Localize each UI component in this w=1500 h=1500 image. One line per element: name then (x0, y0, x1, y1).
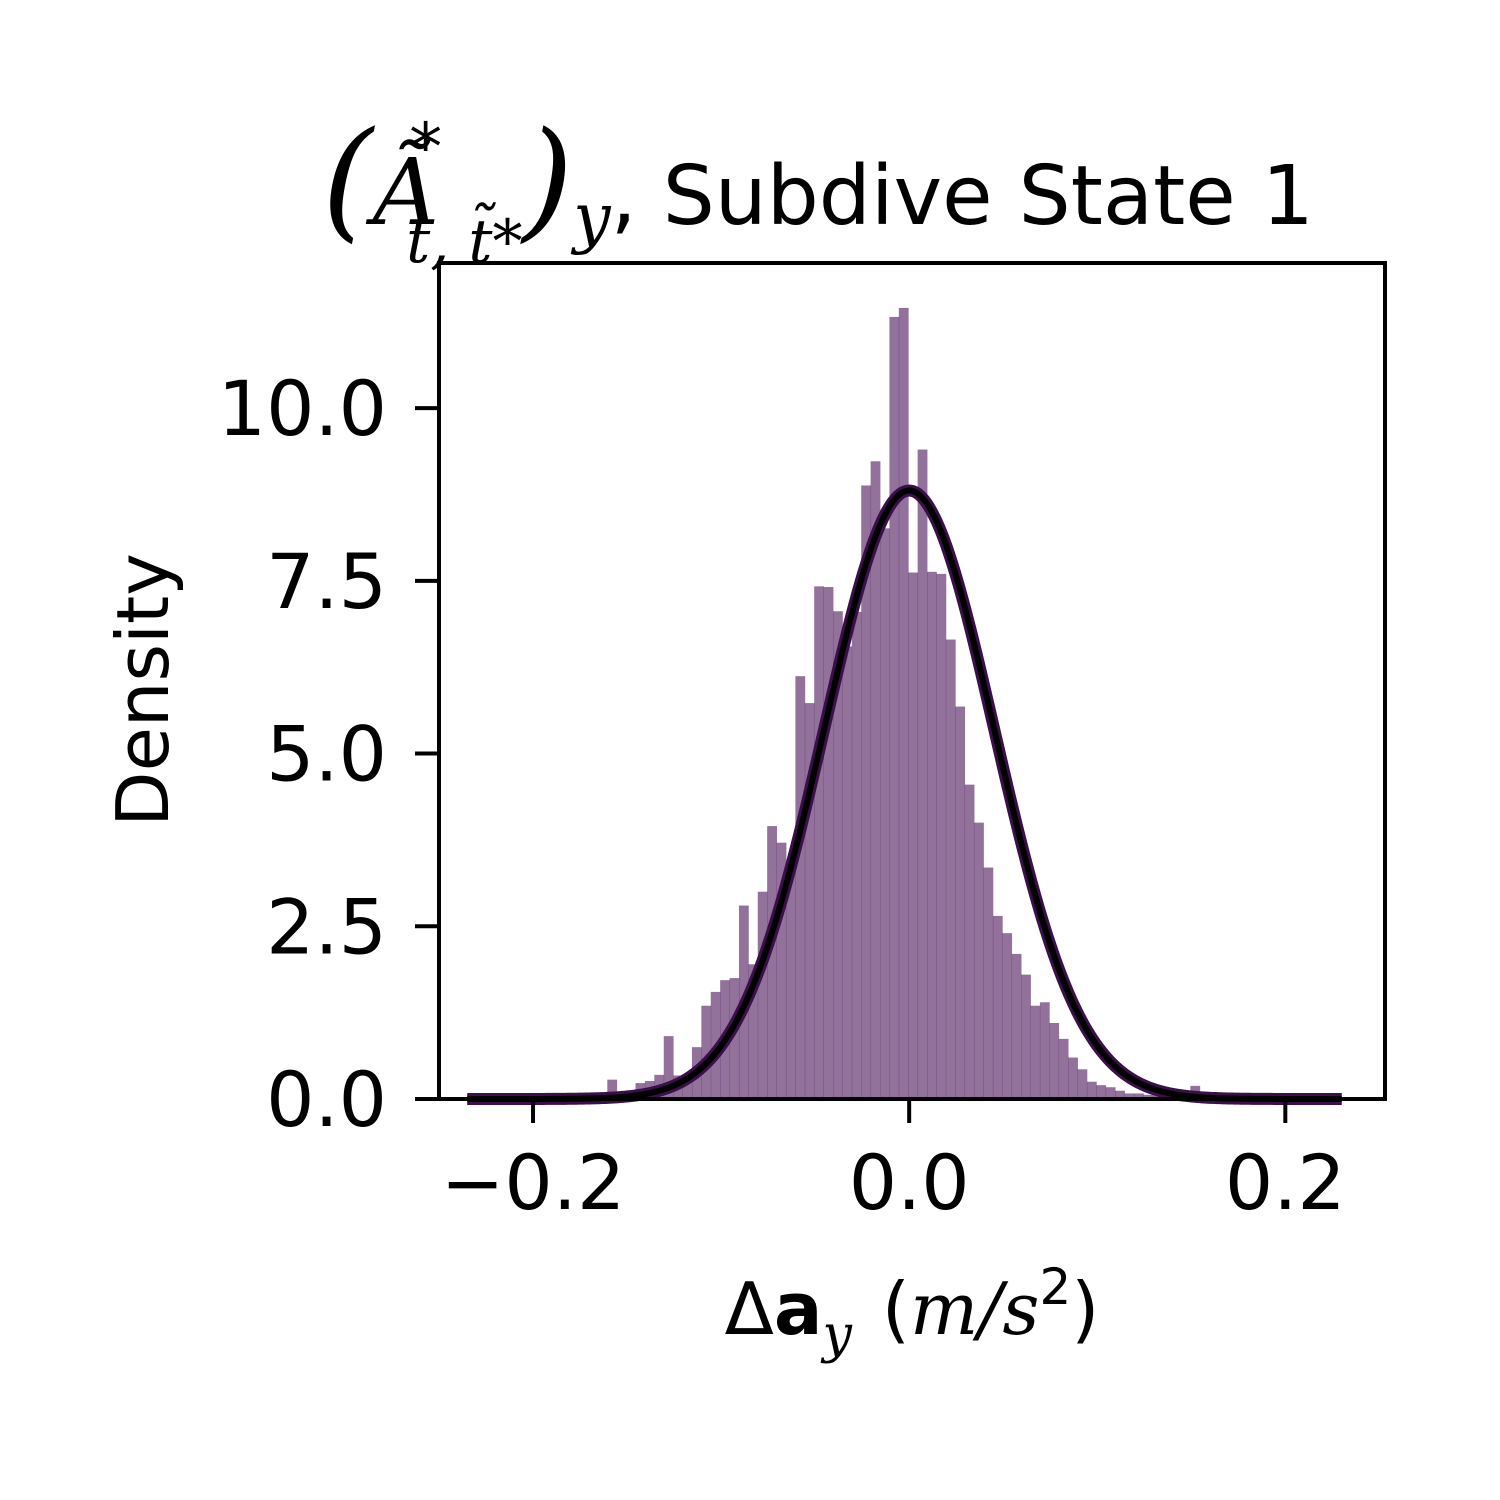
histogram-bar (785, 871, 796, 1099)
histogram-bar (1068, 1057, 1078, 1099)
histogram-bar (1143, 1094, 1154, 1099)
x-tick-label: 0.0 (849, 1138, 970, 1227)
histogram-bar (701, 1005, 712, 1099)
histogram-bar (1030, 1005, 1041, 1099)
histogram-bar (1105, 1087, 1116, 1099)
xlabel-power: 2 (1039, 1258, 1071, 1316)
y-axis-ticks: 0.0 2.5 5.0 7.5 10.0 (218, 364, 439, 1144)
histogram-bar (1002, 933, 1013, 1099)
histogram-bar (898, 307, 909, 1099)
chart-title: (Ã* t, t̃*)y, Subdive State 1 (322, 103, 1314, 277)
histogram-bar (814, 586, 824, 1099)
histogram-bar (607, 1079, 618, 1099)
histogram-bar (917, 449, 928, 1099)
histogram-bars (466, 307, 1342, 1100)
histogram-bar (1124, 1093, 1135, 1099)
y-tick-label: 0.0 (266, 1055, 387, 1144)
histogram-bar (908, 572, 919, 1099)
histogram-bar (663, 1036, 674, 1099)
histogram-bar (1133, 1093, 1144, 1099)
y-tick-label: 2.5 (266, 882, 387, 971)
histogram-bar (1011, 953, 1022, 1099)
histogram-bar (889, 316, 900, 1099)
title-symbol: Ã (365, 139, 439, 246)
histogram-bar (1058, 1038, 1069, 1099)
histogram-bar (1077, 1069, 1088, 1099)
y-tick-label: 5.0 (266, 710, 387, 799)
histogram-bar (804, 703, 815, 1099)
histogram-bar (927, 571, 937, 1099)
histogram-bar (767, 826, 777, 1099)
x-axis-ticks: −0.2 0.0 0.2 (441, 1099, 1346, 1227)
title-text: , Subdive State 1 (611, 149, 1314, 244)
histogram-bar (682, 1076, 693, 1099)
histogram-bar (833, 611, 843, 1099)
histogram-bar (729, 978, 740, 1099)
xlabel-delta: Δ (725, 1267, 774, 1351)
histogram-bar (870, 461, 881, 1099)
histogram-bar (974, 822, 984, 1099)
title-subscript: t, t̃* (406, 203, 522, 277)
title-superscript: * (409, 109, 442, 186)
histogram-bar (748, 964, 759, 1099)
histogram-bar (955, 706, 966, 1099)
histogram-bar (936, 573, 947, 1099)
y-tick-label: 10.0 (218, 364, 387, 453)
histogram-bar (861, 485, 872, 1100)
histogram-bar (880, 528, 890, 1099)
histogram-bar (1086, 1081, 1097, 1099)
xlabel-bold: a (774, 1267, 823, 1351)
title-suffix: ) (520, 103, 574, 255)
xlabel-units: m/s (910, 1267, 1039, 1351)
title-prefix: ( (322, 103, 375, 255)
histogram-bar (851, 611, 862, 1099)
x-axis-label: Δay (m/s2) (725, 1258, 1100, 1365)
histogram-bar (842, 646, 853, 1099)
xlabel-open: ( (882, 1267, 910, 1351)
xlabel-subscript: y (820, 1305, 852, 1365)
histogram-bar (1115, 1090, 1125, 1099)
histogram-bar (1021, 974, 1031, 1099)
histogram-bar (964, 784, 975, 1099)
histogram-bar (776, 842, 787, 1099)
histogram-bar (1049, 1023, 1060, 1099)
histogram-bar (823, 587, 834, 1099)
histogram-bar (1096, 1085, 1107, 1099)
histogram-bar (757, 891, 768, 1099)
y-axis-label: Density (101, 553, 185, 827)
x-tick-label: −0.2 (441, 1138, 626, 1227)
y-tick-label: 7.5 (266, 537, 387, 626)
histogram-bar (992, 915, 1003, 1099)
histogram-bar (983, 867, 994, 1099)
histogram-bar (1039, 1002, 1050, 1099)
plot-frame (437, 261, 1387, 1101)
title-component: y (570, 179, 611, 256)
x-tick-label: 0.2 (1225, 1138, 1346, 1227)
xlabel-close: ) (1071, 1267, 1099, 1351)
histogram-bar (945, 639, 956, 1099)
histogram-bar (795, 676, 806, 1099)
